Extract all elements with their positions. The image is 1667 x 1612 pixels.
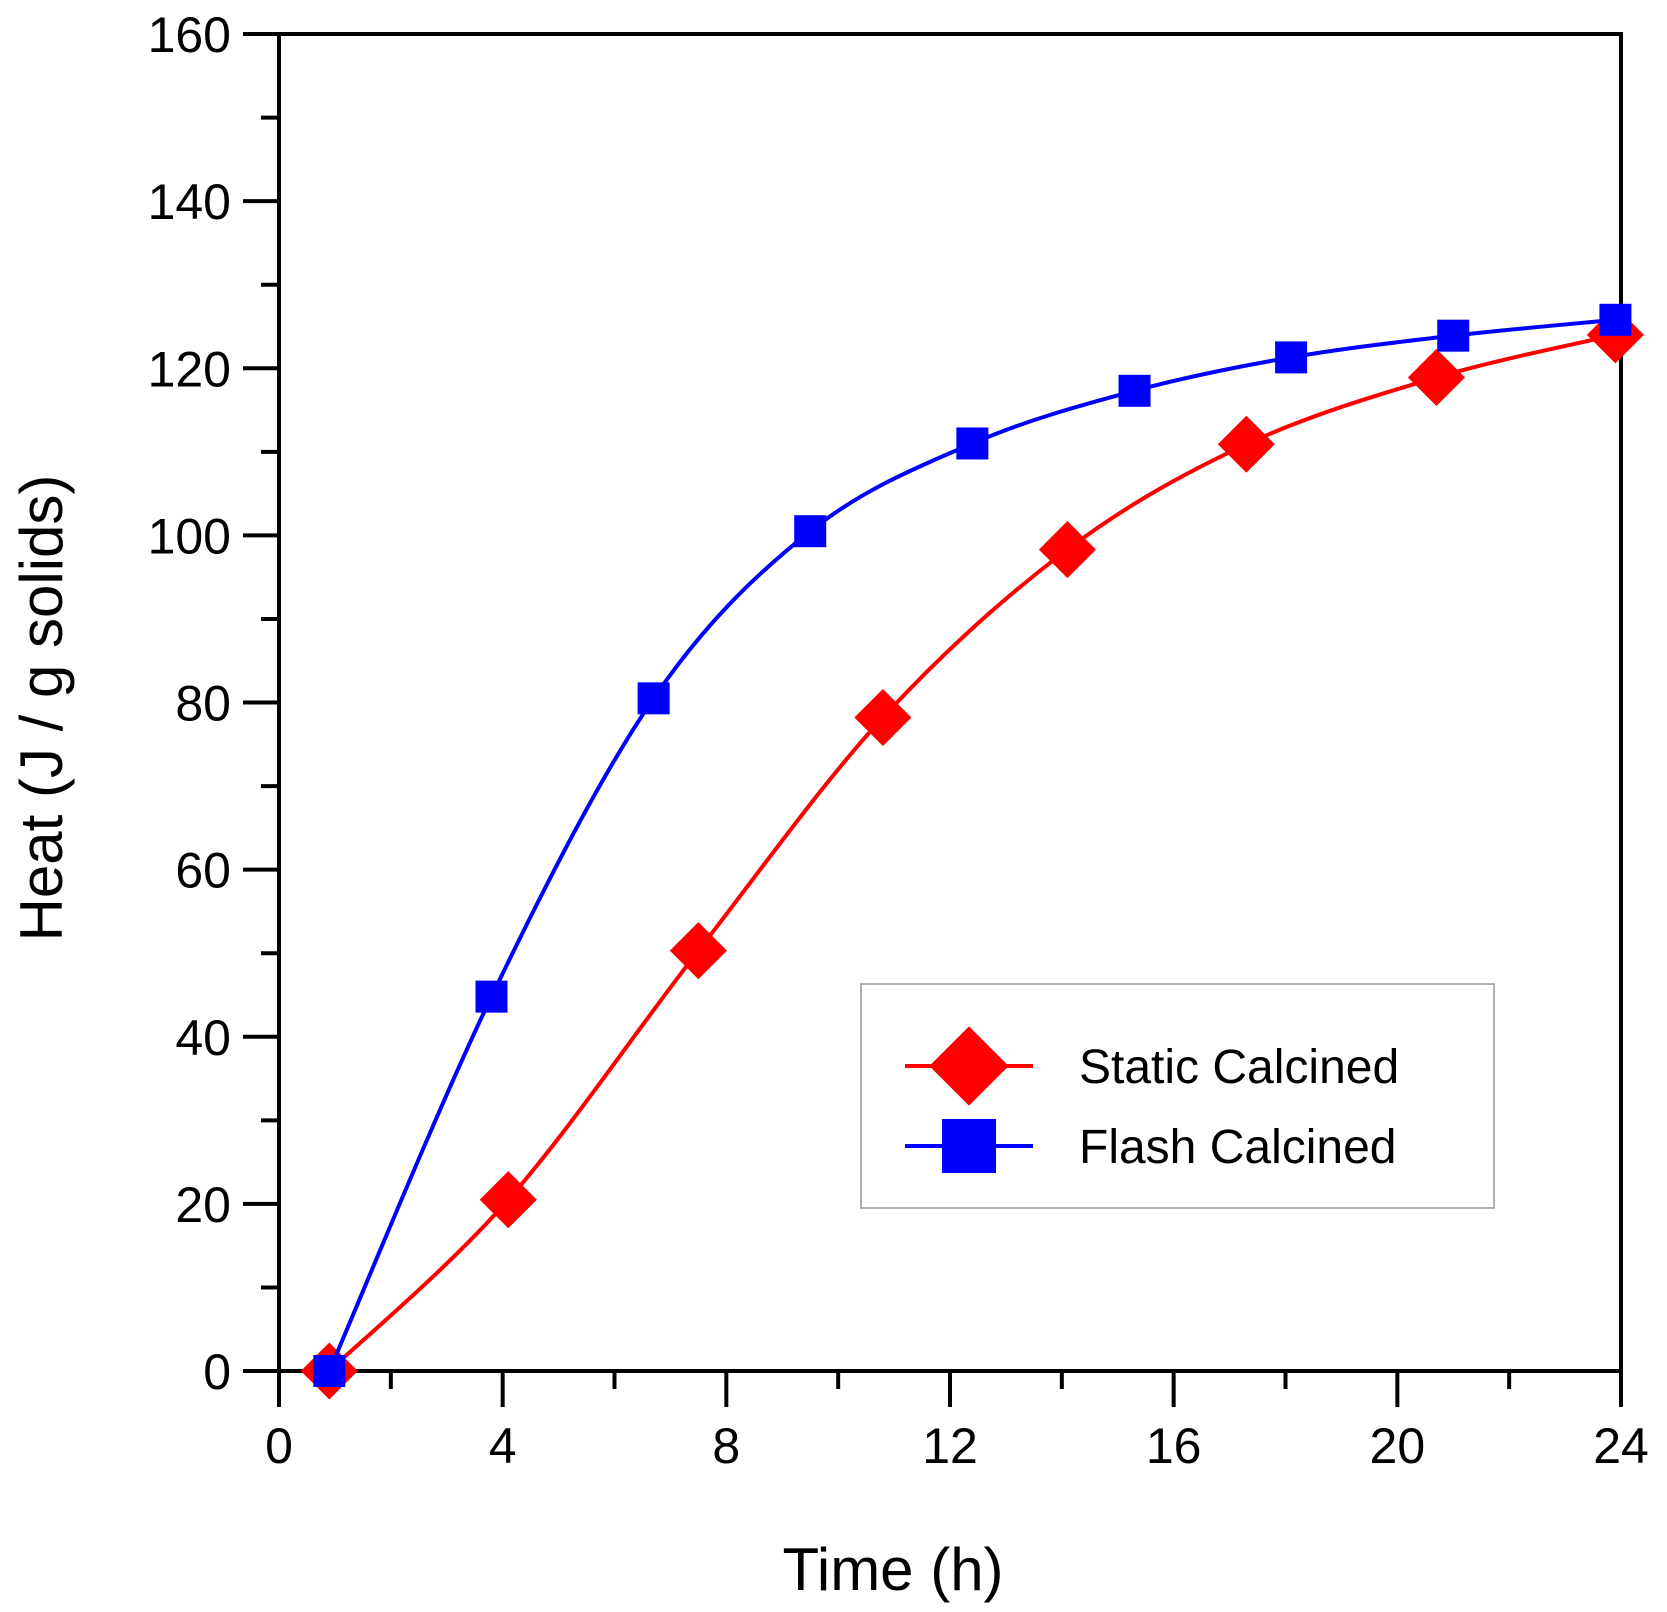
y-tick-label: 0 bbox=[203, 1344, 231, 1400]
data-point bbox=[475, 980, 508, 1013]
x-tick-label: 4 bbox=[489, 1418, 517, 1474]
x-tick-label: 12 bbox=[922, 1418, 978, 1474]
data-point bbox=[1437, 319, 1470, 352]
data-point bbox=[313, 1355, 346, 1387]
data-point bbox=[669, 922, 727, 980]
y-tick-label: 140 bbox=[148, 174, 231, 230]
y-axis-title: Heat (J / g solids) bbox=[8, 475, 75, 942]
data-point bbox=[794, 515, 827, 548]
x-tick-label: 16 bbox=[1146, 1418, 1202, 1474]
data-point bbox=[1118, 374, 1151, 407]
y-tick-label: 60 bbox=[175, 843, 231, 899]
y-tick-label: 20 bbox=[175, 1177, 231, 1233]
data-point bbox=[479, 1171, 537, 1229]
axes: 0 20 40 60 80 100 120 140 160 0 4 8 12 16 20 24 bbox=[148, 7, 1649, 1474]
y-tick-label: 160 bbox=[148, 7, 231, 63]
series-flash-calcined bbox=[313, 303, 1632, 1387]
legend-marker bbox=[929, 1026, 1009, 1106]
x-tick-label: 20 bbox=[1370, 1418, 1426, 1474]
legend-label: Flash Calcined bbox=[1079, 1121, 1396, 1174]
legend-marker bbox=[942, 1119, 996, 1173]
legend-label: Static Calcined bbox=[1079, 1041, 1399, 1094]
series-static-calcined bbox=[300, 306, 1644, 1400]
legend-box bbox=[860, 983, 1495, 1209]
data-point bbox=[854, 689, 912, 747]
data-point bbox=[1275, 341, 1308, 374]
y-tick-label: 40 bbox=[175, 1010, 231, 1066]
y-tick-label: 80 bbox=[175, 676, 231, 732]
data-point bbox=[1038, 521, 1096, 579]
series-layer bbox=[300, 303, 1644, 1400]
y-tick-label: 120 bbox=[148, 341, 231, 397]
x-axis-title: Time (h) bbox=[782, 1536, 1003, 1603]
x-tick-label: 8 bbox=[712, 1418, 740, 1474]
data-point bbox=[1599, 303, 1632, 336]
series-line bbox=[327, 332, 1616, 1373]
x-tick-label: 0 bbox=[265, 1418, 293, 1474]
legend: Static Calcined Flash Calcined bbox=[860, 983, 1495, 1209]
data-point bbox=[637, 682, 670, 715]
x-tick-label: 24 bbox=[1593, 1418, 1649, 1474]
data-point bbox=[1217, 415, 1275, 473]
y-tick-label: 100 bbox=[148, 508, 231, 564]
data-point bbox=[1407, 348, 1465, 406]
data-point bbox=[956, 427, 989, 460]
